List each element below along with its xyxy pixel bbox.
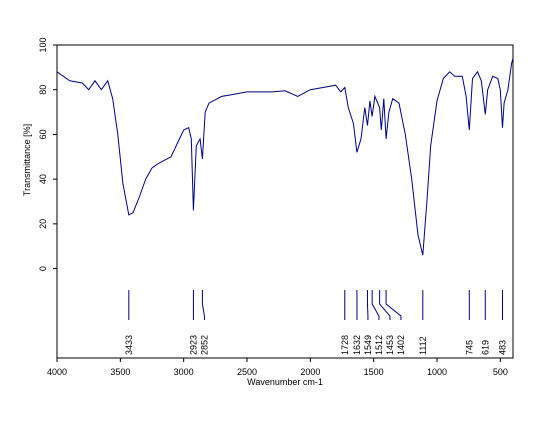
x-axis-label: Wavenumber cm-1 (247, 377, 323, 387)
x-tick-label: 1500 (364, 367, 384, 377)
y-axis-label: Transmittance [%] (22, 124, 32, 196)
y-tick-label: 60 (38, 129, 48, 139)
x-tick-label: 3500 (110, 367, 130, 377)
peak-label: 1549 (363, 335, 373, 355)
x-tick-label: 3000 (174, 367, 194, 377)
x-tick-label: 1000 (427, 367, 447, 377)
peak-label: 1632 (352, 335, 362, 355)
peak-label: 1112 (418, 336, 428, 355)
peak-label: 1402 (396, 335, 406, 355)
peak-label: 1453 (385, 335, 395, 355)
peak-label: 3433 (124, 335, 134, 355)
peak-label: 1512 (374, 335, 384, 355)
x-tick-label: 4000 (47, 367, 67, 377)
x-tick-label: 2000 (300, 367, 320, 377)
peak-label: 483 (497, 340, 507, 355)
y-tick-label: 0 (38, 266, 48, 271)
x-tick-label: 500 (493, 367, 508, 377)
peak-marker (385, 290, 402, 320)
peak-label: 2923 (188, 335, 198, 355)
peak-label: 745 (464, 340, 474, 355)
y-tick-label: 100 (38, 37, 48, 52)
x-tick-label: 2500 (237, 367, 257, 377)
y-tick-label: 40 (38, 174, 48, 184)
spectrum-line (56, 58, 514, 256)
peak-marker (371, 290, 380, 320)
y-tick-label: 20 (38, 219, 48, 229)
peak-label: 1728 (340, 335, 350, 355)
peak-label: 619 (480, 340, 490, 355)
peak-marker (379, 290, 391, 320)
plot-frame (56, 44, 514, 359)
peak-marker (201, 290, 205, 320)
peak-label: 2852 (199, 335, 209, 355)
y-tick-label: 80 (38, 85, 48, 95)
